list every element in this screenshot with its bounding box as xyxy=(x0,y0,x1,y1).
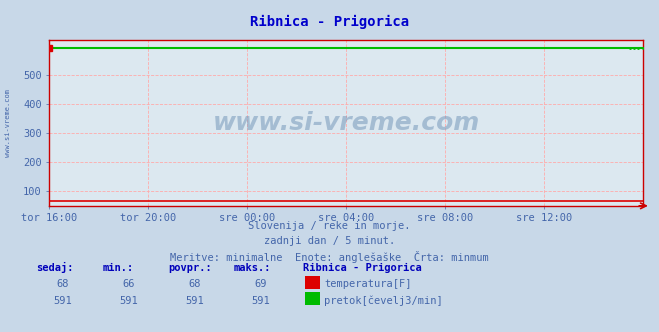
Text: 591: 591 xyxy=(251,296,270,306)
Text: temperatura[F]: temperatura[F] xyxy=(324,279,412,289)
Text: Meritve: minimalne  Enote: anglešaške  Črta: minmum: Meritve: minimalne Enote: anglešaške Črt… xyxy=(170,251,489,263)
Text: 66: 66 xyxy=(123,279,134,289)
Text: www.si-vreme.com: www.si-vreme.com xyxy=(212,111,480,135)
Text: maks.:: maks.: xyxy=(234,263,272,273)
Text: 591: 591 xyxy=(119,296,138,306)
Text: zadnji dan / 5 minut.: zadnji dan / 5 minut. xyxy=(264,236,395,246)
Text: Slovenija / reke in morje.: Slovenija / reke in morje. xyxy=(248,221,411,231)
Text: min.:: min.: xyxy=(102,263,133,273)
Text: 591: 591 xyxy=(53,296,72,306)
Text: Ribnica - Prigorica: Ribnica - Prigorica xyxy=(303,263,422,273)
Text: povpr.:: povpr.: xyxy=(168,263,212,273)
Text: 68: 68 xyxy=(57,279,69,289)
Text: sedaj:: sedaj: xyxy=(36,262,74,273)
Text: 69: 69 xyxy=(254,279,266,289)
Text: 68: 68 xyxy=(188,279,200,289)
Text: pretok[čevelj3/min]: pretok[čevelj3/min] xyxy=(324,295,443,306)
Text: 591: 591 xyxy=(185,296,204,306)
Text: www.si-vreme.com: www.si-vreme.com xyxy=(5,89,11,157)
Text: Ribnica - Prigorica: Ribnica - Prigorica xyxy=(250,15,409,29)
